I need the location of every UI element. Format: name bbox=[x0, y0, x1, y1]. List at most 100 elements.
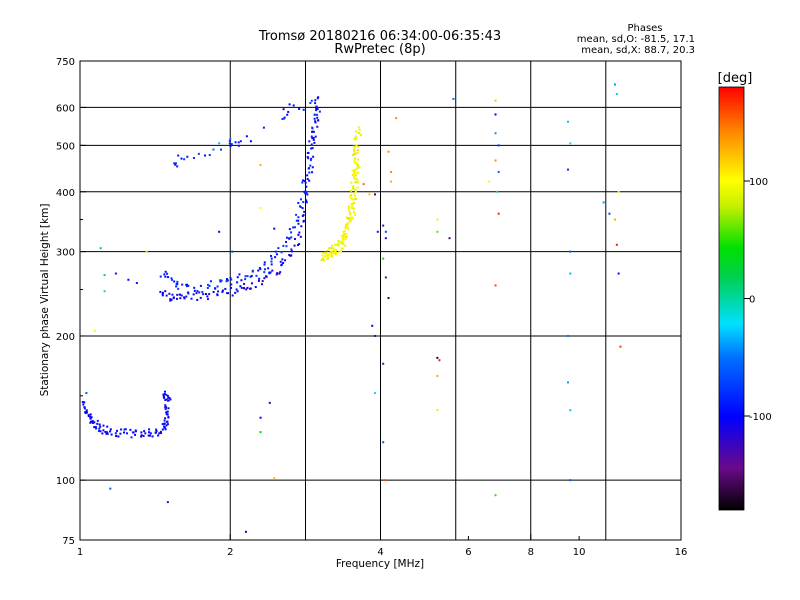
data-point bbox=[304, 190, 307, 193]
data-point bbox=[90, 420, 93, 423]
data-point bbox=[317, 119, 320, 122]
data-point bbox=[164, 417, 167, 420]
data-point bbox=[311, 130, 314, 133]
data-point bbox=[219, 280, 222, 283]
data-point bbox=[295, 213, 298, 216]
colorbar-tick-label: 0 bbox=[749, 295, 755, 306]
data-point bbox=[354, 153, 357, 156]
data-point bbox=[302, 108, 305, 111]
data-point bbox=[494, 159, 497, 162]
data-point bbox=[164, 275, 167, 278]
data-point bbox=[259, 206, 262, 209]
data-point bbox=[244, 275, 247, 278]
data-point bbox=[228, 139, 231, 142]
data-point bbox=[302, 214, 305, 217]
data-point bbox=[176, 280, 179, 283]
data-point bbox=[237, 144, 240, 147]
x-tick-label: 8 bbox=[528, 547, 534, 558]
data-point bbox=[169, 298, 172, 301]
data-point bbox=[270, 257, 273, 260]
data-point bbox=[234, 141, 237, 144]
data-point bbox=[349, 219, 352, 222]
data-point bbox=[297, 219, 300, 222]
data-point bbox=[360, 133, 363, 136]
data-point bbox=[258, 277, 261, 280]
data-point bbox=[302, 201, 305, 204]
data-point bbox=[330, 255, 333, 258]
data-point bbox=[114, 272, 117, 275]
data-point bbox=[343, 230, 346, 233]
data-point bbox=[356, 151, 359, 154]
data-point bbox=[345, 224, 348, 227]
y-tick-label: 75 bbox=[62, 536, 75, 547]
data-point bbox=[354, 174, 357, 177]
data-point bbox=[295, 219, 298, 222]
data-point bbox=[569, 272, 572, 275]
data-point bbox=[250, 274, 253, 277]
data-point bbox=[166, 394, 169, 397]
data-point bbox=[204, 154, 207, 157]
data-point bbox=[316, 97, 319, 100]
data-point bbox=[85, 409, 88, 412]
phase-stats-header: Phases bbox=[627, 23, 662, 34]
data-point bbox=[244, 530, 247, 533]
data-point bbox=[347, 228, 350, 231]
data-point bbox=[304, 181, 307, 184]
data-point bbox=[173, 280, 176, 283]
data-point bbox=[349, 189, 352, 192]
data-point bbox=[284, 259, 287, 262]
data-point bbox=[304, 192, 307, 195]
data-point bbox=[354, 171, 357, 174]
data-point bbox=[357, 132, 360, 135]
data-point bbox=[85, 411, 88, 414]
data-point bbox=[292, 226, 295, 229]
data-point bbox=[328, 247, 331, 250]
data-point bbox=[217, 290, 220, 293]
data-point bbox=[151, 435, 154, 438]
data-point bbox=[85, 410, 88, 413]
data-point bbox=[613, 83, 616, 86]
data-point bbox=[297, 233, 300, 236]
data-point bbox=[186, 283, 189, 286]
data-point bbox=[231, 294, 234, 297]
data-point bbox=[103, 290, 106, 293]
data-point bbox=[280, 251, 283, 254]
data-point bbox=[307, 167, 310, 170]
data-point bbox=[384, 276, 387, 279]
data-point bbox=[165, 411, 168, 414]
data-point bbox=[165, 424, 168, 427]
data-point bbox=[285, 240, 288, 243]
data-point bbox=[387, 297, 390, 300]
data-point bbox=[608, 212, 611, 215]
data-point bbox=[303, 190, 306, 193]
data-point bbox=[353, 198, 356, 201]
data-point bbox=[351, 173, 354, 176]
phase-stats-o: mean, sd,O: -81.5, 17.1 bbox=[577, 34, 695, 45]
data-point bbox=[494, 99, 497, 102]
data-point bbox=[144, 432, 147, 435]
data-point bbox=[169, 299, 172, 302]
data-point bbox=[192, 156, 195, 159]
data-point bbox=[163, 427, 166, 430]
data-point bbox=[231, 250, 234, 253]
data-point bbox=[311, 127, 314, 130]
data-point bbox=[330, 252, 333, 255]
data-point bbox=[159, 290, 162, 293]
data-point bbox=[99, 430, 102, 433]
data-point bbox=[303, 180, 306, 183]
data-point bbox=[306, 174, 309, 177]
data-point bbox=[353, 161, 356, 164]
data-point bbox=[497, 170, 500, 173]
data-point bbox=[286, 113, 289, 116]
data-point bbox=[198, 291, 201, 294]
data-point bbox=[230, 283, 233, 286]
data-point bbox=[307, 157, 310, 160]
data-point bbox=[259, 268, 262, 271]
data-point bbox=[240, 286, 243, 289]
data-point bbox=[297, 222, 300, 225]
data-point bbox=[350, 202, 353, 205]
data-point bbox=[169, 398, 172, 401]
data-point bbox=[221, 289, 224, 292]
data-point bbox=[114, 432, 117, 435]
data-point bbox=[291, 250, 294, 253]
